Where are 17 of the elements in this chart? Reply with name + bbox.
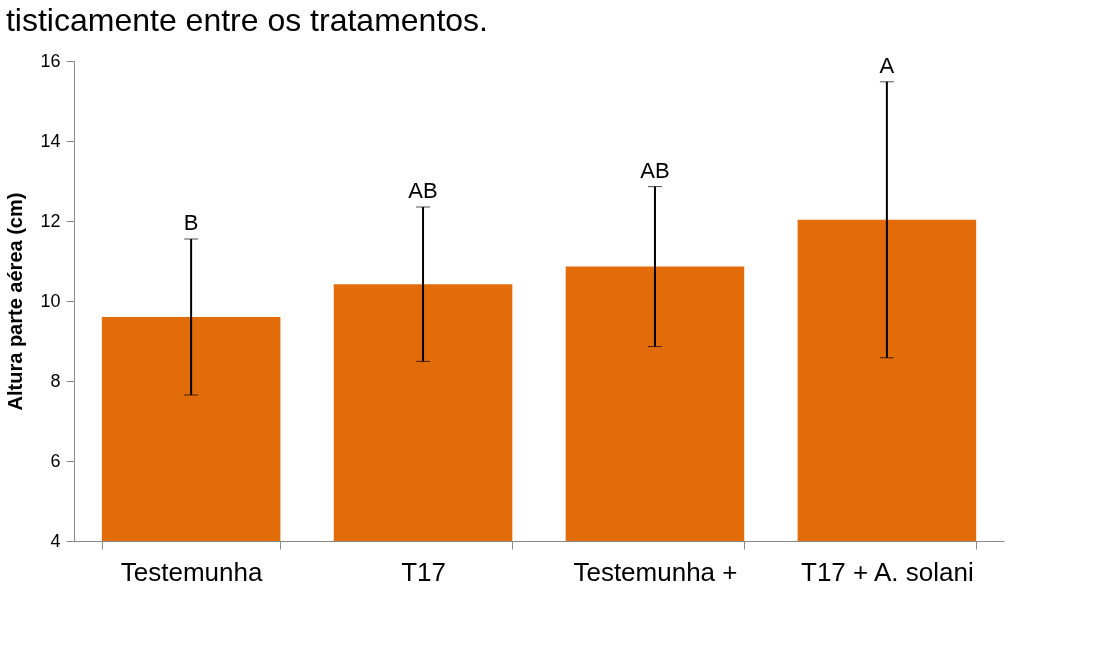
annotation: AB xyxy=(640,157,670,183)
y-tick-label: 16 xyxy=(40,50,61,71)
annotation: A xyxy=(879,52,895,78)
chart-title: tisticamente entre os tratamentos. xyxy=(5,2,488,38)
y-tick-label: 6 xyxy=(50,450,61,471)
x-tick-label: Testemunha xyxy=(120,556,263,587)
x-tick-label: Testemunha + xyxy=(573,556,738,587)
y-tick-label: 12 xyxy=(40,210,61,231)
y-tick-label: 14 xyxy=(40,130,61,151)
y-tick-label: 8 xyxy=(50,370,61,391)
y-axis-title: Altura parte aérea (cm) xyxy=(4,192,27,411)
y-tick-label: 10 xyxy=(40,290,61,311)
x-tick-label: T17 xyxy=(401,556,446,587)
x-tick-label: T17 + A. solani xyxy=(801,556,974,587)
annotation: AB xyxy=(408,178,438,203)
annotation: B xyxy=(183,210,199,235)
y-tick-label: 4 xyxy=(50,530,61,551)
